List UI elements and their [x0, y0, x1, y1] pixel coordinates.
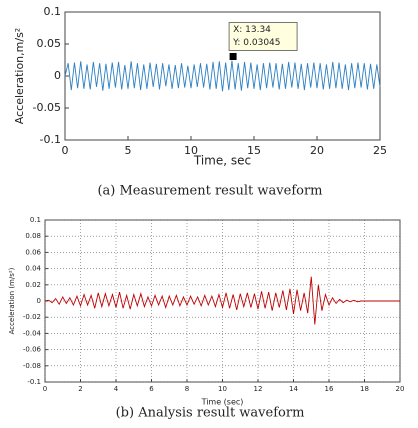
- y-axis-label: Acceleration (m/s²): [8, 267, 16, 334]
- x-tick-label: 10: [184, 144, 198, 157]
- datatip-label: Y: 0.03045: [232, 38, 280, 48]
- x-tick-label: 12: [254, 385, 263, 393]
- y-tick-label: -0.1: [40, 133, 61, 146]
- y-tick-label: 0: [37, 297, 41, 305]
- y-tick-label: 0.08: [25, 232, 41, 240]
- x-tick-label: 6: [149, 385, 154, 393]
- datatip-marker: [229, 53, 237, 61]
- x-tick-label: 14: [289, 385, 298, 393]
- y-tick-label: -0.02: [23, 313, 41, 321]
- y-tick-label: -0.05: [33, 101, 61, 114]
- y-tick-label: 0.05: [37, 37, 62, 50]
- x-tick-label: 25: [373, 144, 387, 157]
- x-tick-label: 4: [114, 385, 119, 393]
- y-tick-label: 0.02: [25, 281, 41, 289]
- y-tick-label: 0.06: [25, 248, 41, 256]
- x-tick-label: 0: [62, 144, 69, 157]
- y-tick-label: 0.1: [44, 5, 62, 18]
- data-line: [44, 276, 400, 325]
- x-tick-label: 16: [325, 385, 334, 393]
- y-tick-label: 0.04: [25, 265, 41, 273]
- caption: (b) Analysis result waveform: [116, 406, 305, 421]
- x-tick-label: 5: [125, 144, 132, 157]
- x-tick-label: 2: [78, 385, 82, 393]
- x-axis-label: Time (sec): [201, 398, 244, 407]
- x-tick-label: 20: [310, 144, 324, 157]
- y-tick-label: -0.06: [23, 346, 42, 354]
- datatip-box: [228, 22, 298, 51]
- x-axis-label: Time, sec: [193, 154, 251, 168]
- y-tick-label: -0.08: [23, 362, 41, 370]
- x-tick-label: 15: [247, 144, 261, 157]
- y-axis-label: Acceleration,m/s²: [13, 28, 26, 124]
- plot-area: [64, 11, 381, 141]
- x-tick-label: 8: [185, 385, 189, 393]
- y-tick-label: -0.04: [23, 329, 42, 337]
- datatip-label: X: 13.34: [233, 25, 271, 35]
- x-tick-label: 0: [43, 385, 47, 393]
- x-tick-label: 20: [396, 385, 405, 393]
- y-tick-label: 0: [54, 69, 61, 82]
- x-tick-label: 18: [360, 385, 369, 393]
- x-tick-label: 10: [218, 385, 227, 393]
- caption: (a) Measurement result waveform: [97, 184, 322, 199]
- y-tick-label: -0.1: [27, 378, 41, 386]
- y-tick-label: 0.1: [30, 216, 41, 224]
- data-line: [64, 60, 381, 92]
